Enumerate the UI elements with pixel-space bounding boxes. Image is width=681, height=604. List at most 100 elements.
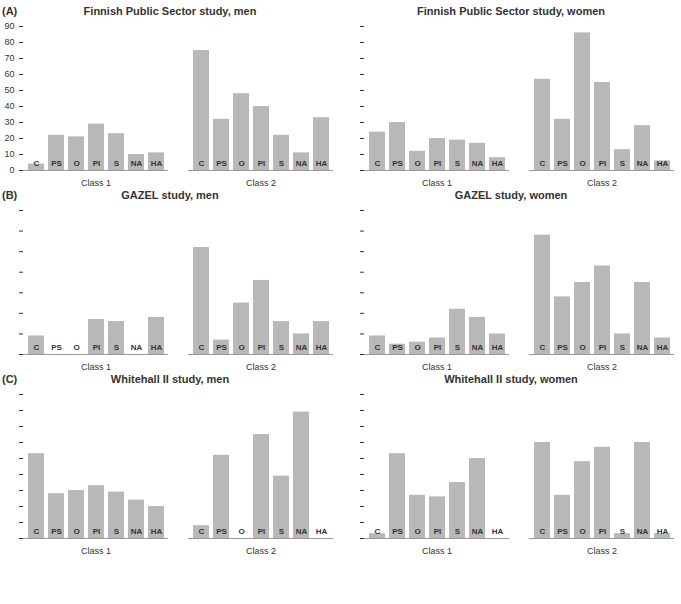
- svg-text:S: S: [620, 527, 626, 536]
- svg-text:O: O: [238, 527, 244, 536]
- svg-text:Class 1: Class 1: [422, 546, 452, 556]
- svg-text:Class 2: Class 2: [587, 362, 617, 372]
- svg-text:PI: PI: [93, 527, 101, 536]
- svg-text:HA: HA: [316, 343, 328, 352]
- svg-text:HA: HA: [151, 159, 163, 168]
- svg-text:S: S: [279, 343, 285, 352]
- svg-text:HA: HA: [657, 527, 669, 536]
- svg-text:S: S: [455, 527, 461, 536]
- svg-text:PI: PI: [599, 159, 607, 168]
- svg-text:O: O: [73, 527, 79, 536]
- svg-text:NA: NA: [131, 159, 143, 168]
- svg-text:Class 2: Class 2: [246, 546, 276, 556]
- svg-text:Class 1: Class 1: [422, 362, 452, 372]
- svg-text:PS: PS: [557, 159, 568, 168]
- svg-text:Class 1: Class 1: [81, 546, 111, 556]
- svg-text:HA: HA: [492, 343, 504, 352]
- svg-text:NA: NA: [131, 343, 143, 352]
- svg-text:NA: NA: [637, 159, 649, 168]
- svg-text:PS: PS: [51, 343, 62, 352]
- svg-text:HA: HA: [151, 343, 163, 352]
- svg-text:NA: NA: [472, 343, 484, 352]
- svg-text:C: C: [34, 159, 40, 168]
- svg-text:0: 0: [9, 165, 14, 175]
- svg-text:S: S: [114, 159, 120, 168]
- svg-text:PI: PI: [599, 343, 607, 352]
- svg-text:NA: NA: [472, 527, 484, 536]
- svg-text:PS: PS: [216, 159, 227, 168]
- svg-text:C: C: [199, 343, 205, 352]
- svg-text:O: O: [414, 527, 420, 536]
- svg-text:PS: PS: [51, 527, 62, 536]
- svg-text:C: C: [375, 527, 381, 536]
- svg-text:NA: NA: [131, 527, 143, 536]
- svg-text:C: C: [540, 527, 546, 536]
- svg-text:80: 80: [4, 37, 14, 47]
- svg-text:S: S: [455, 343, 461, 352]
- svg-text:S: S: [620, 343, 626, 352]
- svg-text:NA: NA: [472, 159, 484, 168]
- svg-text:PI: PI: [258, 527, 266, 536]
- svg-text:HA: HA: [492, 527, 504, 536]
- svg-text:PS: PS: [392, 343, 403, 352]
- svg-text:S: S: [279, 527, 285, 536]
- svg-text:O: O: [414, 343, 420, 352]
- svg-text:C: C: [375, 343, 381, 352]
- svg-text:C: C: [199, 159, 205, 168]
- svg-text:PS: PS: [392, 527, 403, 536]
- svg-text:S: S: [620, 159, 626, 168]
- svg-text:O: O: [238, 343, 244, 352]
- svg-text:PS: PS: [216, 527, 227, 536]
- svg-text:Class 2: Class 2: [587, 546, 617, 556]
- svg-text:Class 2: Class 2: [246, 362, 276, 372]
- svg-text:40: 40: [4, 101, 14, 111]
- svg-text:70: 70: [4, 53, 14, 63]
- svg-text:O: O: [73, 159, 79, 168]
- svg-text:NA: NA: [637, 527, 649, 536]
- svg-text:O: O: [579, 527, 585, 536]
- svg-text:PS: PS: [51, 159, 62, 168]
- svg-text:PI: PI: [599, 527, 607, 536]
- svg-text:HA: HA: [492, 159, 504, 168]
- svg-text:Class 2: Class 2: [587, 178, 617, 188]
- svg-text:30: 30: [4, 117, 14, 127]
- svg-text:NA: NA: [637, 343, 649, 352]
- svg-text:NA: NA: [296, 159, 308, 168]
- svg-text:C: C: [34, 527, 40, 536]
- svg-text:Class 1: Class 1: [81, 362, 111, 372]
- svg-text:Class 1: Class 1: [81, 178, 111, 188]
- svg-text:60: 60: [4, 69, 14, 79]
- svg-text:90: 90: [4, 21, 14, 31]
- svg-text:PI: PI: [258, 159, 266, 168]
- svg-text:Class 1: Class 1: [422, 178, 452, 188]
- svg-text:S: S: [114, 343, 120, 352]
- svg-text:C: C: [540, 343, 546, 352]
- svg-text:PI: PI: [434, 343, 442, 352]
- svg-text:PS: PS: [392, 159, 403, 168]
- svg-text:S: S: [114, 527, 120, 536]
- svg-text:PI: PI: [434, 159, 442, 168]
- svg-text:HA: HA: [657, 159, 669, 168]
- svg-text:C: C: [199, 527, 205, 536]
- svg-text:NA: NA: [296, 343, 308, 352]
- svg-text:O: O: [73, 343, 79, 352]
- svg-text:S: S: [279, 159, 285, 168]
- svg-text:Class 2: Class 2: [246, 178, 276, 188]
- svg-text:HA: HA: [151, 527, 163, 536]
- svg-text:HA: HA: [316, 159, 328, 168]
- svg-text:O: O: [579, 159, 585, 168]
- svg-text:HA: HA: [657, 343, 669, 352]
- svg-text:10: 10: [4, 149, 14, 159]
- svg-text:PS: PS: [557, 527, 568, 536]
- svg-text:PS: PS: [216, 343, 227, 352]
- svg-text:NA: NA: [296, 527, 308, 536]
- svg-text:O: O: [414, 159, 420, 168]
- svg-text:C: C: [34, 343, 40, 352]
- svg-text:C: C: [375, 159, 381, 168]
- svg-text:PI: PI: [258, 343, 266, 352]
- svg-text:PI: PI: [93, 343, 101, 352]
- svg-text:PI: PI: [93, 159, 101, 168]
- svg-text:HA: HA: [316, 527, 328, 536]
- svg-text:20: 20: [4, 133, 14, 143]
- svg-text:O: O: [238, 159, 244, 168]
